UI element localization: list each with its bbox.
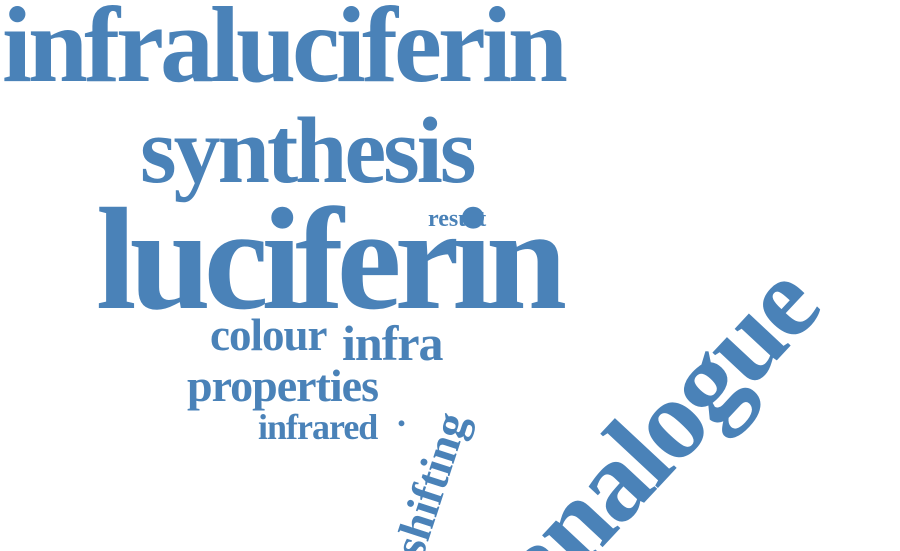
word-luciferin: luciferin xyxy=(96,178,567,340)
word-infra: infra xyxy=(342,315,444,371)
word-synthesis: synthesis xyxy=(140,99,476,203)
word-infraluciferin: infraluciferin xyxy=(2,0,568,105)
word-infrared: infrared xyxy=(258,407,378,447)
word-properties: properties xyxy=(187,360,379,411)
word-colour: colour xyxy=(210,310,327,360)
word-result: result xyxy=(428,206,487,232)
word-period: . xyxy=(397,394,406,434)
